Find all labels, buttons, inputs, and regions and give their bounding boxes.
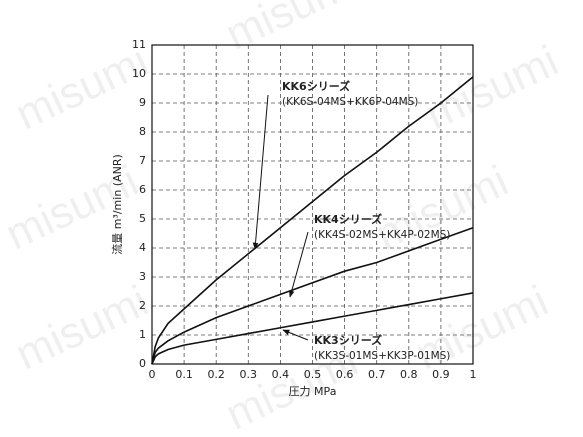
y-tick-label: 4 (139, 241, 146, 254)
annotation-arrow (252, 94, 269, 250)
y-tick-label: 9 (139, 96, 146, 109)
plot-frame (151, 44, 474, 365)
x-tick-label: 0.3 (240, 368, 258, 381)
annotation-title: KK6シリーズ (282, 79, 350, 93)
y-tick-label: 1 (139, 328, 146, 341)
x-tick-label: 0.5 (304, 368, 322, 381)
watermark: misumi (368, 156, 515, 259)
x-tick-label: 0.2 (207, 368, 225, 381)
x-tick-label: 0.9 (432, 368, 450, 381)
x-tick-label: 0.1 (175, 368, 193, 381)
plot: 0 1 2 3 4 5 6 7 8 9 10 11 0 0.1 0.2 0.3 0.4 0.5 0.6 0.7 0.8 0… (110, 38, 477, 398)
y-tick-label: 7 (139, 154, 146, 167)
y-tick-label: 5 (139, 212, 146, 225)
watermark: misumi (218, 0, 365, 60)
annotation-title: KK4シリーズ (314, 212, 382, 226)
y-tick-label: 8 (139, 125, 146, 138)
watermark: misumi (418, 36, 565, 139)
x-tick-label: 0.4 (272, 368, 290, 381)
annotation-title: KK3シリーズ (314, 333, 382, 347)
x-tick-label: 0.7 (368, 368, 386, 381)
y-tick-label: 2 (139, 299, 146, 312)
annotation-detail: (KK6S-04MS+KK6P-04MS) (282, 96, 418, 108)
x-tick-label: 0.6 (336, 368, 354, 381)
series-line (151, 292, 474, 365)
x-tick-label: 0.8 (400, 368, 418, 381)
annotation-arrow (288, 231, 309, 298)
annotation-arrow (282, 329, 309, 341)
x-tick-label: 0 (149, 368, 156, 381)
series-line (151, 76, 474, 365)
series-line (151, 226, 474, 365)
y-tick-label: 11 (132, 38, 146, 51)
y-tick-label: 0 (139, 357, 146, 370)
y-tick-label: 3 (139, 270, 146, 283)
x-tick-label: 1 (470, 368, 477, 381)
annotation-detail: (KK3S-01MS+KK3P-01MS) (314, 350, 450, 362)
x-axis-label: 圧力 MPa (289, 385, 337, 398)
y-tick-label: 6 (139, 183, 146, 196)
watermark: misumi (8, 276, 155, 379)
watermark: misumi (8, 36, 155, 139)
annotation-detail: (KK4S-02MS+KK4P-02MS) (314, 229, 450, 241)
y-axis-label: 流量 m³/min (ANR) (110, 154, 124, 255)
y-tick-label: 10 (132, 67, 146, 80)
